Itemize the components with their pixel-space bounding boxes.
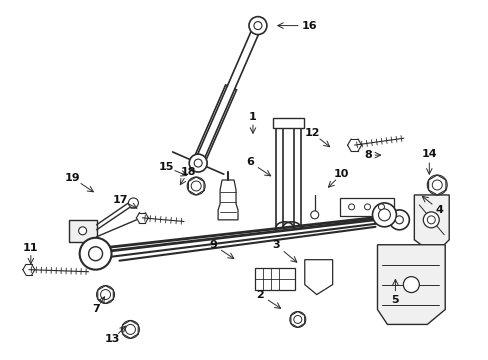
Text: 15: 15 <box>158 162 174 172</box>
Text: 12: 12 <box>305 128 320 138</box>
Circle shape <box>388 210 408 230</box>
Text: 11: 11 <box>23 243 39 253</box>
Polygon shape <box>304 260 332 294</box>
Circle shape <box>378 209 389 221</box>
Circle shape <box>88 247 102 261</box>
Text: 5: 5 <box>391 294 398 305</box>
Circle shape <box>348 204 354 210</box>
Text: 14: 14 <box>421 149 436 159</box>
Circle shape <box>364 204 370 210</box>
Circle shape <box>310 211 318 219</box>
Text: 7: 7 <box>93 305 100 315</box>
Text: 2: 2 <box>256 289 263 300</box>
Circle shape <box>125 324 135 334</box>
Circle shape <box>293 315 301 323</box>
Bar <box>68 220 96 242</box>
Circle shape <box>96 285 114 303</box>
Circle shape <box>79 227 86 235</box>
Text: 13: 13 <box>104 334 120 345</box>
Circle shape <box>187 177 205 195</box>
Bar <box>254 268 294 289</box>
Circle shape <box>378 204 384 210</box>
Circle shape <box>431 180 441 190</box>
Circle shape <box>248 17 266 35</box>
Circle shape <box>423 212 438 228</box>
Polygon shape <box>377 245 444 324</box>
Text: 19: 19 <box>65 173 81 183</box>
Circle shape <box>101 289 110 300</box>
Bar <box>272 118 303 128</box>
Circle shape <box>121 320 139 338</box>
Text: 8: 8 <box>364 150 372 160</box>
Circle shape <box>80 238 111 270</box>
Circle shape <box>289 311 305 328</box>
Circle shape <box>191 181 201 191</box>
Bar <box>339 198 394 216</box>
Text: 17: 17 <box>113 195 128 205</box>
Text: 10: 10 <box>333 169 348 179</box>
Text: 6: 6 <box>245 157 253 167</box>
Circle shape <box>253 22 262 30</box>
Text: 1: 1 <box>248 112 256 122</box>
Circle shape <box>194 159 202 167</box>
Polygon shape <box>218 180 238 220</box>
Polygon shape <box>413 195 448 255</box>
Circle shape <box>189 154 207 172</box>
Circle shape <box>395 216 403 224</box>
Circle shape <box>427 216 434 224</box>
Text: 18: 18 <box>180 167 196 177</box>
Text: 4: 4 <box>434 205 442 215</box>
Circle shape <box>372 203 396 227</box>
Circle shape <box>128 198 138 208</box>
Text: 3: 3 <box>271 240 279 250</box>
Text: 16: 16 <box>301 21 317 31</box>
Text: 9: 9 <box>209 240 217 250</box>
Circle shape <box>427 175 447 195</box>
Circle shape <box>403 276 419 293</box>
